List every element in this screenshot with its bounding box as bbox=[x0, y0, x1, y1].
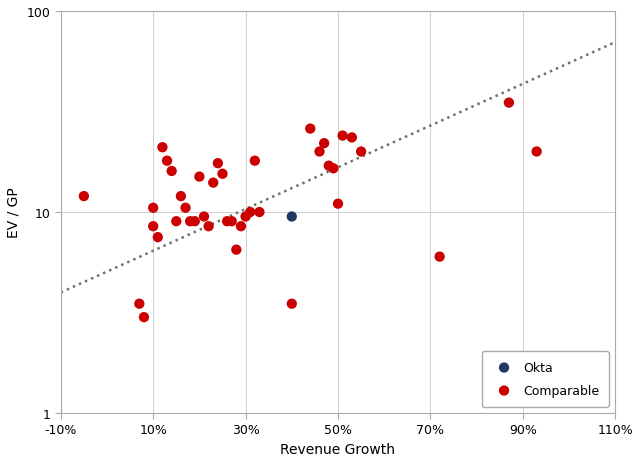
Comparable bbox=[212, 160, 223, 168]
Comparable bbox=[148, 223, 158, 231]
Comparable bbox=[305, 125, 316, 133]
Comparable bbox=[185, 218, 195, 225]
Comparable bbox=[337, 132, 348, 140]
Comparable bbox=[287, 300, 297, 308]
Comparable bbox=[171, 218, 181, 225]
Comparable bbox=[157, 144, 168, 151]
Comparable bbox=[176, 193, 186, 200]
Comparable bbox=[324, 163, 334, 170]
Comparable bbox=[79, 193, 89, 200]
Comparable bbox=[328, 165, 339, 173]
Comparable bbox=[195, 174, 205, 181]
Comparable bbox=[347, 134, 357, 142]
Comparable bbox=[222, 218, 232, 225]
Comparable bbox=[254, 209, 264, 216]
Comparable bbox=[153, 234, 163, 241]
Comparable bbox=[166, 168, 177, 175]
Y-axis label: EV / GP: EV / GP bbox=[7, 187, 21, 238]
Comparable bbox=[180, 205, 191, 212]
Okta bbox=[287, 213, 297, 221]
Comparable bbox=[314, 149, 324, 156]
Comparable bbox=[189, 218, 200, 225]
Comparable bbox=[134, 300, 145, 308]
Comparable bbox=[250, 157, 260, 165]
Comparable bbox=[227, 218, 237, 225]
Comparable bbox=[231, 246, 241, 254]
X-axis label: Revenue Growth: Revenue Growth bbox=[280, 442, 396, 456]
Comparable bbox=[236, 223, 246, 231]
Comparable bbox=[333, 200, 343, 208]
Comparable bbox=[245, 209, 255, 216]
Comparable bbox=[504, 100, 514, 107]
Comparable bbox=[148, 205, 158, 212]
Comparable bbox=[139, 314, 149, 321]
Comparable bbox=[356, 149, 366, 156]
Legend: Okta, Comparable: Okta, Comparable bbox=[481, 351, 609, 407]
Comparable bbox=[204, 223, 214, 231]
Comparable bbox=[162, 157, 172, 165]
Comparable bbox=[435, 253, 445, 261]
Comparable bbox=[319, 140, 329, 148]
Comparable bbox=[199, 213, 209, 221]
Comparable bbox=[532, 149, 542, 156]
Comparable bbox=[208, 180, 218, 187]
Comparable bbox=[241, 213, 251, 221]
Comparable bbox=[218, 171, 228, 178]
